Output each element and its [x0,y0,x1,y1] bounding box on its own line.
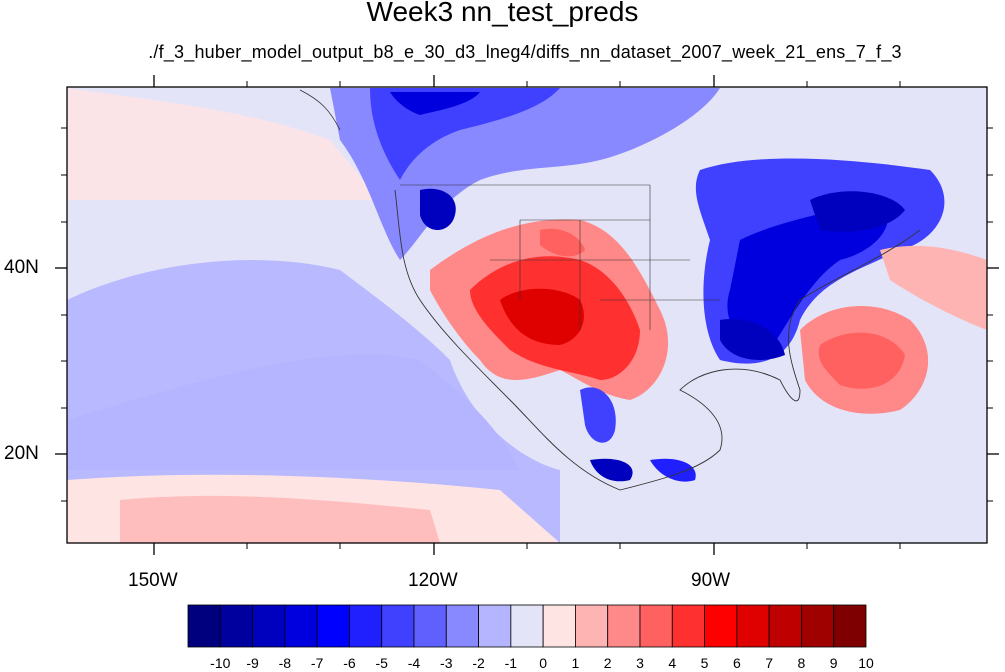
colorbar-label: -7 [310,655,324,671]
map-title: Week3 nn_test_preds [366,0,639,27]
colorbar-swatch [704,604,738,648]
colorbar-label: -2 [472,655,485,671]
colorbar-swatch [478,604,512,648]
colorbar-swatch [510,604,544,648]
colorbar-swatch [349,604,383,648]
colorbar-label: -8 [278,655,292,671]
map-subtitle: ./f_3_huber_model_output_b8_e_30_d3_lneg… [148,42,902,62]
colorbar-label: 9 [829,655,838,671]
colorbar-label: 3 [636,655,644,671]
colorbar-label: 1 [571,655,580,671]
y-minor-ticks [61,127,993,502]
colorbar-swatch [671,604,705,648]
x-minor-ticks [246,81,901,549]
colorbar-swatch [639,604,673,648]
colorbar [187,604,867,648]
colorbar-swatch [413,604,447,648]
colorbar-label: -10 [210,655,231,671]
colorbar-label: 0 [539,655,548,671]
colorbar-label: 10 [858,655,874,671]
colorbar-label: 4 [668,655,677,671]
y-tick-label-40n: 40N [4,257,39,278]
x-tick-label-90w: 90W [691,570,731,591]
colorbar-swatch [445,604,479,648]
colorbar-swatch [252,604,286,648]
colorbar-swatch [607,604,641,648]
x-tick-label-120w: 120W [408,570,458,591]
colorbar-label: 5 [700,655,709,671]
colorbar-label: -5 [375,655,388,671]
colorbar-label: 2 [603,655,612,671]
map-field [67,87,987,543]
colorbar-swatch [736,604,770,648]
x-tick-label-150w: 150W [128,570,178,591]
colorbar-swatch [768,604,802,648]
colorbar-label: -3 [440,655,453,671]
colorbar-swatch [801,604,835,648]
colorbar-label: -6 [343,655,356,671]
x-major-ticks [153,75,715,555]
colorbar-swatch [187,604,221,648]
colorbar-swatch [219,604,253,648]
colorbar-label: 7 [765,655,774,671]
colorbar-label: 8 [797,655,806,671]
colorbar-label: 6 [732,655,741,671]
colorbar-swatch [833,604,867,648]
colorbar-swatch [316,604,350,648]
colorbar-label: -1 [504,655,518,671]
y-major-ticks [55,267,999,455]
colorbar-swatch [381,604,415,648]
colorbar-swatch [575,604,609,648]
colorbar-swatch [542,604,576,648]
colorbar-swatch [284,604,318,648]
y-tick-label-20n: 20N [4,443,39,464]
colorbar-label: -4 [407,655,421,671]
colorbar-label: -9 [246,655,259,671]
